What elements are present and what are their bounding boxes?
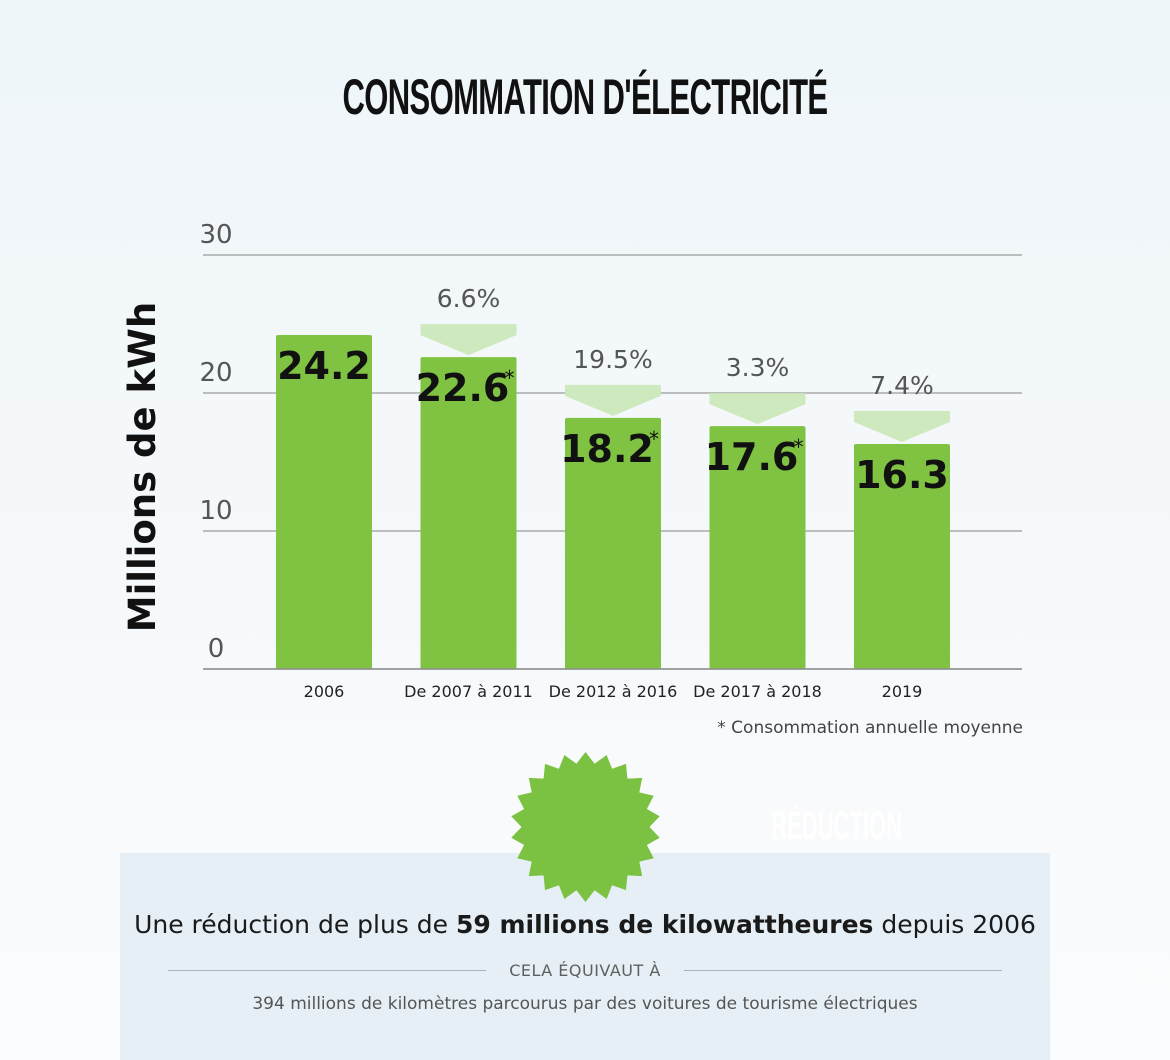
bar-value-label: 24.2 <box>277 344 371 388</box>
x-tick-label: 2019 <box>882 682 923 701</box>
reduction-chevron <box>420 324 517 356</box>
footnote: * Consommation annuelle moyenne <box>717 718 1023 738</box>
bar <box>276 335 372 669</box>
reduction-chevron <box>565 384 661 416</box>
starburst-shape <box>511 752 660 902</box>
reduction-badge-label: RÉDUCTION <box>771 804 903 848</box>
reduction-label: 19.5% <box>573 345 652 374</box>
x-tick-label: De 2012 à 2016 <box>549 682 678 701</box>
bar-value-label: 18.2 <box>560 427 654 471</box>
headline-text-start: Une réduction de plus de <box>134 910 456 939</box>
bar-asterisk: * <box>794 435 804 459</box>
reduction-chevron <box>709 393 806 425</box>
y-axis-label: Millions de kWh <box>121 302 164 632</box>
bar-asterisk: * <box>649 427 659 451</box>
y-tick-label: 30 <box>199 220 232 250</box>
bar <box>709 426 806 669</box>
x-tick-label: De 2007 à 2011 <box>404 682 533 701</box>
bar <box>420 357 517 669</box>
reduction-chevron <box>854 411 950 443</box>
bar <box>854 444 950 669</box>
y-tick-label: 20 <box>199 358 232 388</box>
bar-value-label: 17.6 <box>705 435 799 479</box>
reduction-label: 7.4% <box>870 371 934 400</box>
x-tick-label: 2006 <box>304 682 345 701</box>
divider-left <box>168 970 486 971</box>
bar-value-label: 16.3 <box>855 453 949 497</box>
x-tick-label: De 2017 à 2018 <box>693 682 822 701</box>
chart-title: CONSOMMATION D'ÉLECTRICITÉ <box>342 69 829 125</box>
bar-asterisk: * <box>505 366 515 390</box>
y-tick-label: 10 <box>199 496 232 526</box>
divider-right <box>684 970 1002 971</box>
bar <box>565 417 661 669</box>
reduction-label: 3.3% <box>726 353 790 382</box>
reduction-label: 6.6% <box>437 284 501 313</box>
bar-value-label: 22.6 <box>416 366 510 410</box>
reduction-badge-icon <box>511 752 660 902</box>
equivalence-label: CELA ÉQUIVAUT À <box>509 961 661 980</box>
summary-headline: Une réduction de plus de 59 millions de … <box>120 910 1050 939</box>
headline-text-end: depuis 2006 <box>873 910 1036 939</box>
y-tick-label: 0 <box>208 634 225 664</box>
headline-highlight: 59 millions de kilowattheures <box>455 910 874 939</box>
equivalence-text: 394 millions de kilomètres parcourus par… <box>252 994 918 1014</box>
